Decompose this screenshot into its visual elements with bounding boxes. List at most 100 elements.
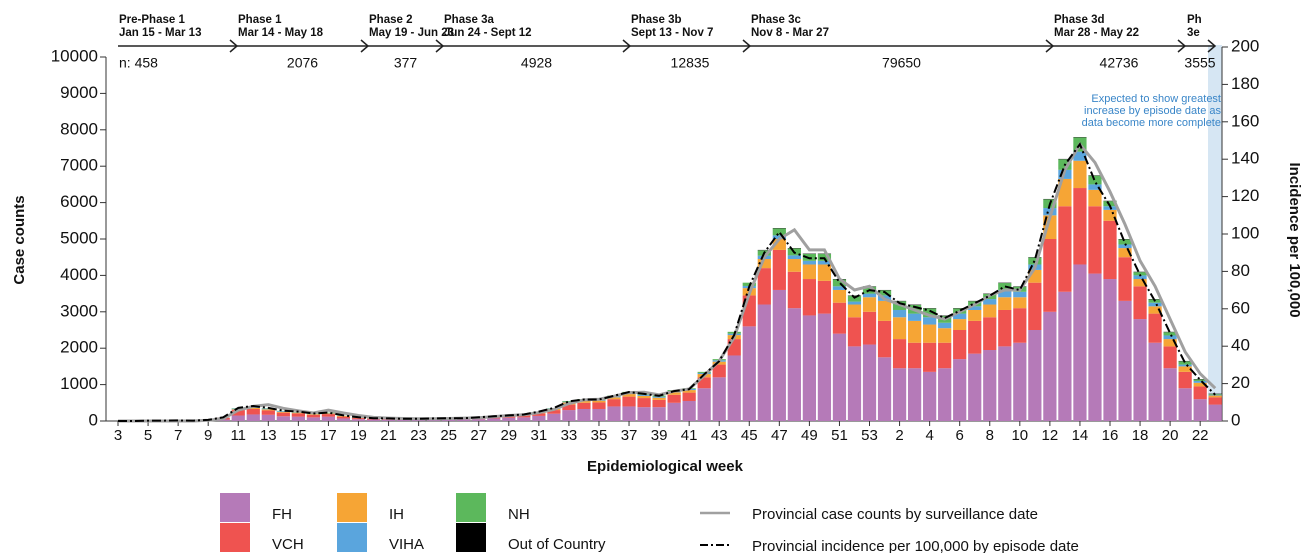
bar-segment xyxy=(1088,274,1101,421)
x-tick-label: 10 xyxy=(1011,427,1028,444)
x-tick-label: 3 xyxy=(114,427,122,444)
bar-segment xyxy=(998,310,1011,346)
bar-segment xyxy=(1088,190,1101,206)
bar-segment xyxy=(893,368,906,421)
bar-segment xyxy=(1148,314,1161,343)
phase-n: 3555 xyxy=(1184,55,1215,71)
y2-axis-title: Incidence per 100,000 xyxy=(1286,162,1303,317)
x-tick-label: 6 xyxy=(956,427,964,444)
bar-segment xyxy=(848,302,861,305)
phase-n: 2076 xyxy=(287,55,318,71)
bar-segment xyxy=(698,388,711,421)
bar-segment xyxy=(728,355,741,421)
bar-segment xyxy=(923,343,936,372)
bar-segment xyxy=(998,346,1011,421)
x-tick-label: 9 xyxy=(204,427,212,444)
bar-segment xyxy=(307,415,320,418)
x-axis-title: Epidemiological week xyxy=(587,458,744,475)
phase-name: Pre-Phase 1 xyxy=(119,14,185,26)
bar-segment xyxy=(683,393,696,401)
bar-segment xyxy=(652,398,665,400)
bar-segment xyxy=(517,417,530,421)
y2-tick-label: 60 xyxy=(1231,298,1250,317)
x-tick-label: 20 xyxy=(1162,427,1179,444)
x-tick-label: 4 xyxy=(925,427,933,444)
bar-segment xyxy=(773,290,786,421)
bar-segment xyxy=(637,407,650,421)
legend-label: NH xyxy=(508,506,530,523)
bar-segment xyxy=(652,407,665,421)
y-tick-label: 6000 xyxy=(60,192,98,211)
phase-n: 79650 xyxy=(882,55,921,71)
phase-name: Phase 3a xyxy=(444,14,494,26)
bar-segment xyxy=(1133,319,1146,421)
phase-n: 377 xyxy=(394,55,418,71)
bar-segment xyxy=(1148,303,1161,307)
y-tick-label: 3000 xyxy=(60,301,98,320)
bar-segment xyxy=(953,330,966,359)
bar-segment xyxy=(277,412,290,413)
bar-segment xyxy=(818,281,831,314)
phase-n: n: 458 xyxy=(119,55,158,71)
x-tick-label: 11 xyxy=(230,427,246,444)
phase-dates: Nov 8 - Mar 27 xyxy=(751,27,829,39)
legend-label: FH xyxy=(272,506,292,523)
bar-segment xyxy=(1073,264,1086,421)
bar-segment xyxy=(968,310,981,321)
x-tick-label: 19 xyxy=(350,427,367,444)
phase-dates: May 19 - Jun 23 xyxy=(369,27,454,39)
bar-segment xyxy=(1209,396,1222,398)
bar-segment xyxy=(923,317,936,324)
bar-segment xyxy=(607,406,620,421)
bar-segment xyxy=(1118,301,1131,421)
bar-segment xyxy=(863,345,876,421)
bar-segment xyxy=(803,264,816,279)
bar-segment xyxy=(652,400,665,407)
y-tick-label: 4000 xyxy=(60,265,98,284)
bar-segment xyxy=(262,415,275,421)
bar-segment xyxy=(908,343,921,368)
bar-segment xyxy=(637,398,650,407)
bar-segment xyxy=(1164,346,1177,368)
phase-n: 12835 xyxy=(671,55,710,71)
bar-segment xyxy=(713,377,726,421)
bar-segment xyxy=(833,290,846,303)
phase-name: Phase 1 xyxy=(238,14,282,26)
bar-segment xyxy=(502,418,515,421)
bar-segment xyxy=(938,368,951,421)
bar-segment xyxy=(547,414,560,421)
x-tick-label: 8 xyxy=(986,427,994,444)
bar-segment xyxy=(232,416,245,421)
bar-segment xyxy=(938,323,951,328)
x-tick-label: 14 xyxy=(1072,427,1089,444)
x-tick-label: 7 xyxy=(174,427,182,444)
bar-segment xyxy=(1209,397,1222,404)
x-tick-label: 49 xyxy=(801,427,818,444)
bar-segment xyxy=(848,346,861,421)
legend-label: VIHA xyxy=(389,536,424,553)
bar-segment xyxy=(833,303,846,334)
y-tick-label: 7000 xyxy=(60,156,98,175)
y-tick-label: 1000 xyxy=(60,374,98,393)
bar-segment xyxy=(803,261,816,265)
y2-tick-label: 0 xyxy=(1231,410,1240,429)
bar-segment xyxy=(607,399,620,406)
bar-segment xyxy=(1164,368,1177,421)
bar-segment xyxy=(562,410,575,421)
bar-segment xyxy=(848,305,861,318)
phase-n: 42736 xyxy=(1100,55,1139,71)
bar-segment xyxy=(1194,386,1207,399)
bar-segment xyxy=(292,413,305,416)
legend-swatch xyxy=(220,493,250,522)
x-tick-label: 33 xyxy=(561,427,578,444)
bar-segment xyxy=(773,228,786,235)
bar-segment xyxy=(322,414,335,417)
bar-segment xyxy=(893,317,906,339)
bar-segment xyxy=(1028,283,1041,330)
bar-segment xyxy=(1043,239,1056,312)
bar-segment xyxy=(622,397,635,407)
legend-label: Provincial incidence per 100,000 by epis… xyxy=(752,538,1079,553)
bar-segment xyxy=(878,321,891,357)
bar-segment xyxy=(968,321,981,354)
